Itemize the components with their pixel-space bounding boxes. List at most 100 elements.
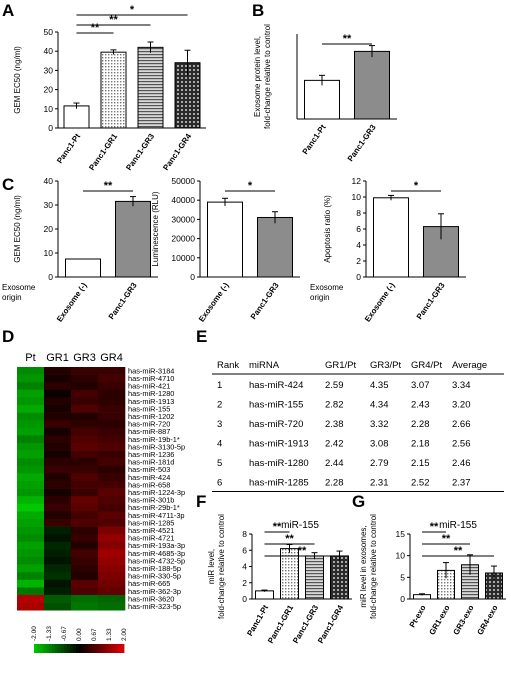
table-cell: 2.28 bbox=[411, 419, 430, 430]
table-cell: 2.82 bbox=[325, 400, 344, 411]
y-tick-label: 15 bbox=[396, 529, 406, 539]
significance-label: ** bbox=[104, 180, 113, 192]
heatmap-cell bbox=[44, 564, 72, 573]
table-cell: 2.37 bbox=[452, 478, 471, 489]
y-tick-label: 10 bbox=[396, 551, 406, 561]
heatmap-cell bbox=[98, 488, 126, 497]
y-axis-title-line: miR level in exosomes, bbox=[359, 525, 368, 607]
table-cell: 2.79 bbox=[370, 458, 389, 469]
colorbar-segment bbox=[64, 644, 68, 653]
table-cell: 2.18 bbox=[411, 439, 430, 450]
colorbar-segment bbox=[37, 644, 41, 653]
significance-label: ** bbox=[442, 533, 451, 545]
heatmap-cell bbox=[98, 443, 126, 451]
significance-label: * bbox=[414, 180, 419, 192]
heatmap-row-label: has-miR-720 bbox=[128, 420, 170, 429]
heatmap-cell bbox=[98, 465, 126, 474]
heatmap-cell bbox=[98, 557, 126, 565]
heatmap-cell bbox=[17, 572, 45, 581]
heatmap-column-label: Pt bbox=[25, 352, 35, 364]
colorbar-segment bbox=[55, 644, 59, 653]
colorbar-segment bbox=[88, 644, 92, 653]
heatmap-cell bbox=[17, 405, 45, 413]
heatmap-row-label: has-miR-658 bbox=[128, 480, 170, 489]
heatmap-cell bbox=[44, 374, 72, 383]
heatmap-row-label: has-miR-1202 bbox=[128, 412, 174, 421]
heatmap-cell bbox=[71, 481, 99, 489]
heatmap-cell bbox=[44, 465, 72, 474]
chart-f: 0 2 4 6 8 miR level, fold-change relative to c… bbox=[207, 514, 352, 645]
y-tick-label: 20000 bbox=[171, 234, 195, 244]
colorbar-segment bbox=[79, 644, 83, 653]
y-tick-label: 0 bbox=[400, 594, 405, 604]
colorbar-tick-label: 2.00 bbox=[121, 628, 128, 641]
colorbar-segment bbox=[109, 644, 113, 653]
heatmap-cell bbox=[71, 595, 99, 603]
heatmap-cell bbox=[44, 511, 72, 520]
table-cell: has-miR-1280 bbox=[249, 458, 309, 469]
y-tick-label: 2 bbox=[242, 578, 247, 588]
panel-label-b: B bbox=[252, 1, 264, 20]
y-axis-title: GEM EC50 (ng/ml) bbox=[13, 195, 22, 263]
colorbar-segment bbox=[100, 644, 104, 653]
heatmap-cell bbox=[44, 579, 72, 588]
x-category-label: Panc1-GR3 bbox=[346, 123, 378, 164]
heatmap-row-label: has-miR-503 bbox=[128, 465, 170, 474]
y-tick-label: 8 bbox=[356, 208, 361, 218]
x-category-label: Exosome (-) bbox=[197, 281, 231, 324]
heatmap-cell bbox=[98, 412, 126, 421]
y-tick-label: 10000 bbox=[171, 253, 195, 263]
colorbar-segment bbox=[121, 644, 125, 653]
panel-label-e: E bbox=[196, 327, 207, 346]
heatmap-cell bbox=[17, 450, 45, 459]
heatmap-cell bbox=[71, 496, 99, 505]
table-cell: 2.43 bbox=[411, 400, 430, 411]
x-group-label: origin bbox=[310, 293, 330, 302]
y-tick-label: 50000 bbox=[171, 176, 195, 186]
y-axis-title: GEM EC50 (ng/ml) bbox=[13, 46, 22, 114]
bar bbox=[63, 105, 90, 129]
table-cell: 4.35 bbox=[370, 380, 389, 391]
heatmap-cell bbox=[44, 389, 72, 398]
heatmap-cell bbox=[71, 458, 99, 467]
heatmap-cell bbox=[44, 450, 72, 459]
heatmap-cell bbox=[17, 488, 45, 497]
colorbar-segment bbox=[67, 644, 71, 653]
y-tick-label: 40000 bbox=[171, 195, 195, 205]
heatmap-cell bbox=[17, 587, 45, 596]
colorbar-segment bbox=[52, 644, 56, 653]
y-tick-label: 2 bbox=[356, 256, 361, 266]
y-tick-label: 8 bbox=[242, 529, 247, 539]
y-tick-label: 30000 bbox=[171, 214, 195, 224]
chart-b: Exosome protein level, fold-change relati… bbox=[253, 24, 397, 163]
heatmap-row-label: has-miR-155 bbox=[128, 404, 170, 413]
heatmap-cell bbox=[17, 595, 45, 603]
heatmap-cell bbox=[98, 587, 126, 596]
heatmap-cell bbox=[98, 427, 126, 436]
bar bbox=[354, 50, 390, 120]
table-panel-e: Rank miRNA GR1/Pt GR3/Pt GR4/Pt Average 1 has-m… bbox=[212, 360, 504, 492]
colorbar-segment bbox=[94, 644, 98, 653]
heatmap-cell bbox=[98, 450, 126, 459]
y-tick-label: 30 bbox=[44, 65, 54, 75]
y-axis-title: Apoptosis ratio (%) bbox=[323, 195, 332, 263]
table-header-cell: GR4/Pt bbox=[411, 360, 443, 371]
table-header-cell: GR3/Pt bbox=[370, 360, 402, 371]
heatmap-cell bbox=[17, 367, 45, 375]
heatmap-row-label: has-miR-4721 bbox=[128, 534, 174, 543]
table-cell: 2.42 bbox=[325, 439, 344, 450]
heatmap-cell bbox=[44, 412, 72, 421]
heatmap-cell bbox=[44, 526, 72, 535]
heatmap-row-label: has-miR-19b-1* bbox=[128, 435, 180, 444]
colorbar-tick-label: -0.67 bbox=[61, 626, 68, 641]
heatmap-cell bbox=[98, 503, 126, 512]
heatmap-cell bbox=[71, 503, 99, 512]
significance-label: ** bbox=[91, 22, 100, 34]
heatmap-cell bbox=[17, 389, 45, 398]
heatmap-cell bbox=[98, 473, 126, 482]
table-cell: 3.07 bbox=[411, 380, 430, 391]
heatmap-cell bbox=[44, 481, 72, 489]
table-cell: has-miR-720 bbox=[249, 419, 303, 430]
x-category-label: GR1-exo bbox=[427, 603, 451, 636]
heatmap-row-label: has-miR-193a-3p bbox=[128, 541, 185, 550]
